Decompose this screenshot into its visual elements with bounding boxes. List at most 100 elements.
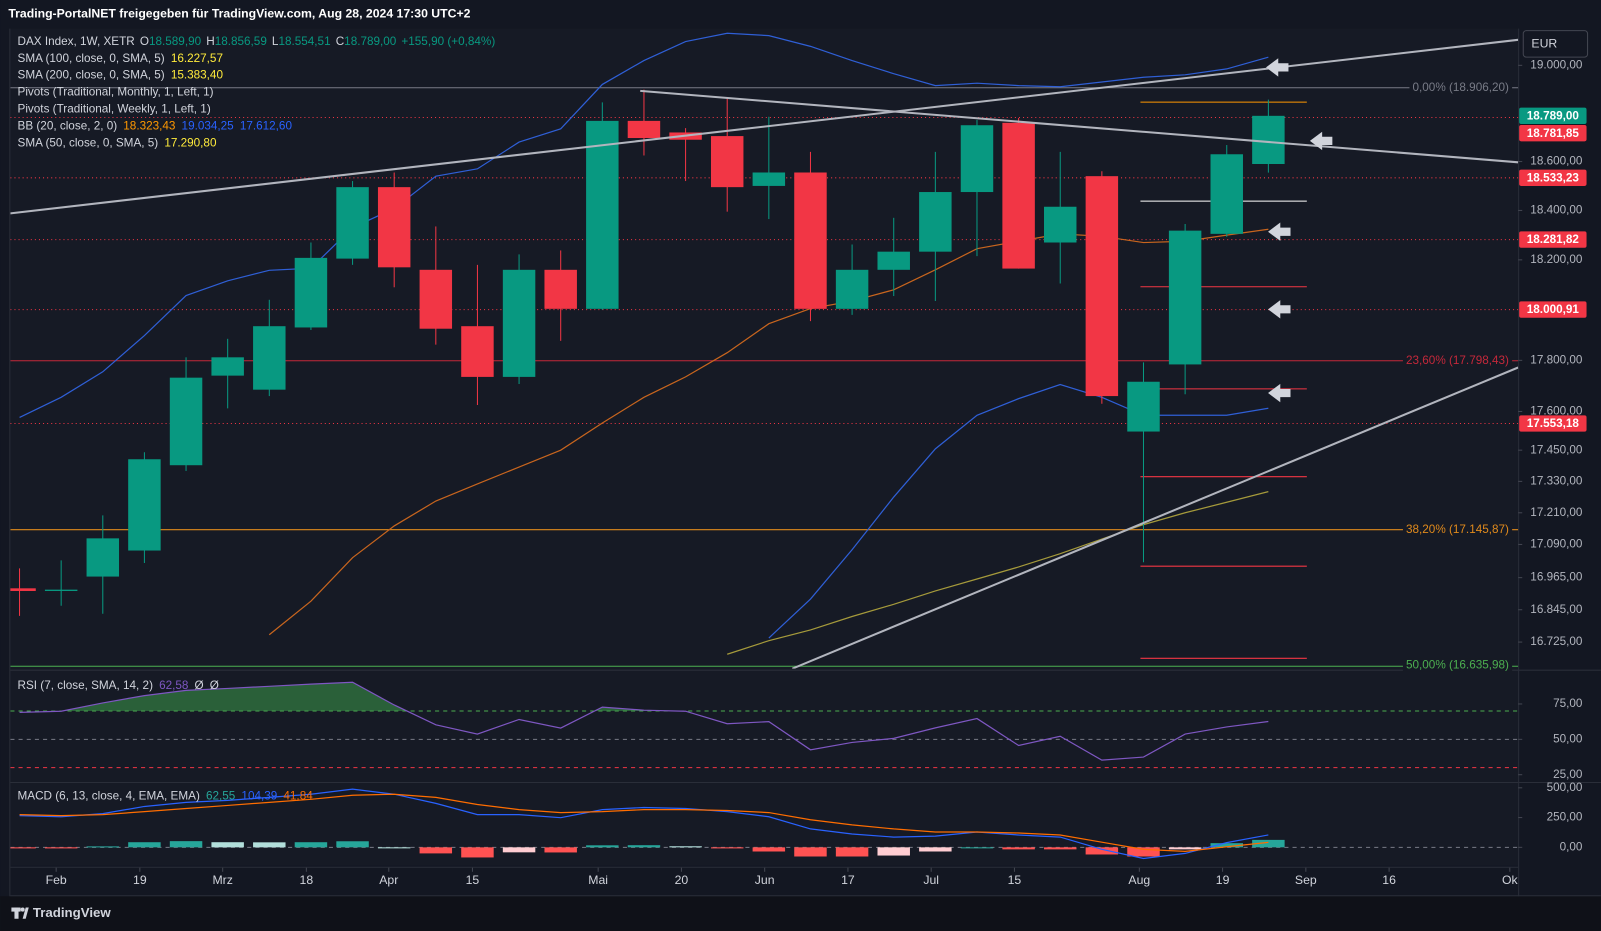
legend-row: RSI (7, close, SMA, 14, 2) 62,58 Ø Ø	[18, 679, 219, 692]
arrow	[1268, 222, 1291, 241]
legend-name: Pivots (Traditional, Weekly, 1, Left, 1)	[18, 103, 211, 116]
rsi-line	[19, 681, 1269, 761]
candle-body	[1252, 115, 1285, 165]
candle-body	[544, 269, 577, 309]
x-tick-label: Jun	[755, 873, 775, 887]
legend-value: 18.856,59	[215, 35, 267, 48]
macd-histogram	[1252, 839, 1285, 848]
legend: DAX Index, 1W, XETR O18.589,90 H18.856,59 L…	[18, 35, 496, 802]
y-tick-label: 17.210,00	[1530, 506, 1583, 519]
x-tick-label: Sep	[1295, 873, 1317, 887]
candle-body	[128, 459, 161, 551]
y-tick-label: 75,00	[1553, 697, 1583, 710]
x-tick-label: 19	[133, 873, 147, 887]
macd-histogram	[128, 842, 161, 848]
candle-body	[377, 187, 411, 268]
macd-histogram	[10, 847, 36, 849]
logo-icon	[20, 907, 25, 912]
fib-label-bg	[1402, 522, 1513, 536]
price-tag	[1519, 125, 1587, 142]
candle-body	[461, 326, 494, 377]
header-text: Trading-PortalNET freigegeben für Tradin…	[8, 7, 470, 21]
currency[interactable]: EUR	[1531, 37, 1557, 51]
price-tag-label: 18.789,00	[1527, 109, 1580, 122]
logo-text[interactable]: TradingView	[33, 905, 112, 920]
y-tick-label: 17.450,00	[1530, 443, 1583, 456]
macd-histogram	[1210, 843, 1243, 848]
x-tick-label: Jul	[923, 873, 939, 887]
price-tag	[1519, 415, 1587, 432]
macd-histogram	[419, 847, 453, 854]
legend-value: 18.589,90	[149, 35, 202, 48]
price-pane	[10, 32, 1519, 667]
candle-body	[169, 377, 203, 466]
candle-body	[752, 172, 786, 186]
macd-histogram	[669, 846, 702, 848]
legend-value: 18.554,51	[278, 35, 330, 48]
logo-icon	[22, 907, 29, 919]
candle-body	[710, 136, 744, 188]
candle-body	[253, 326, 286, 390]
fib-label: 50,00% (16.635,98)	[1406, 659, 1509, 672]
legend-key: L	[272, 35, 279, 48]
fib-label: 0,00% (18.906,20)	[1413, 81, 1510, 94]
candle-body	[1044, 206, 1077, 243]
candle-body	[419, 269, 453, 329]
y-tick-label: 16.725,00	[1530, 635, 1583, 648]
legend-row: SMA (50, close, 0, SMA, 5) 17.290,80	[18, 137, 217, 150]
y-tick-label: 19.000,00	[1530, 58, 1583, 71]
legend-row: SMA (200, close, 0, SMA, 5) 15.383,40	[18, 69, 224, 82]
price-tag-label: 18.000,91	[1527, 303, 1580, 316]
macd-histogram	[919, 847, 952, 852]
candle-body	[502, 269, 536, 377]
currency-frame[interactable]	[1522, 30, 1589, 58]
macd-histogram	[1085, 847, 1119, 855]
macd-histogram	[586, 845, 619, 848]
level-labels: 0,00% (18.906,20) 23,60% (17.798,43) 38,20…	[1402, 80, 1513, 672]
macd-histogram	[1168, 847, 1202, 850]
candle-body	[877, 251, 910, 270]
legend-value: 19.034,25	[182, 120, 235, 133]
trendline	[640, 89, 1519, 164]
macd-histogram	[877, 847, 910, 856]
legend-key: O	[140, 35, 149, 48]
y-tick-label: 17.330,00	[1530, 474, 1583, 487]
y-tick-label: 18.600,00	[1530, 155, 1583, 168]
logo[interactable]: TradingView	[11, 905, 111, 920]
candle-body	[1127, 381, 1160, 432]
candle-body	[86, 538, 120, 577]
legend-value: 15.383,40	[171, 69, 224, 82]
rsi-pane	[10, 681, 1519, 769]
macd-histogram	[627, 845, 661, 848]
legend-change: +155,90 (+0,84%)	[401, 35, 495, 48]
legend-key: H	[206, 35, 214, 48]
price-tag	[1519, 301, 1587, 318]
macd-histogram	[710, 847, 744, 849]
candle-body	[1002, 122, 1035, 269]
trendline	[791, 366, 1519, 669]
x-tick-label: 15	[466, 873, 480, 887]
macd-histogram	[1002, 847, 1035, 850]
fib-label-bg	[1402, 658, 1513, 672]
candle-body	[586, 120, 619, 309]
legend-name: MACD (6, 13, close, 4, EMA, EMA)	[18, 789, 200, 802]
y-tick-label: 18.400,00	[1530, 204, 1583, 217]
macd-histogram	[211, 842, 244, 848]
arrow	[1268, 383, 1291, 403]
y-tick-label: 500,00	[1547, 781, 1583, 794]
macd-histogram	[1127, 847, 1160, 857]
legend-value: 62,55	[206, 789, 236, 802]
legend-value: 104,39	[241, 789, 277, 802]
legend-row: Pivots (Traditional, Weekly, 1, Left, 1)	[18, 103, 211, 116]
x-tick-label: 17	[841, 873, 855, 887]
candle-body	[835, 269, 869, 309]
footer-bar	[0, 896, 1601, 931]
fib-label: 38,20% (17.145,87)	[1406, 523, 1509, 536]
currency-box[interactable]: EUR	[1522, 30, 1589, 58]
x-tick-label: 19	[1216, 873, 1230, 887]
arrow	[1268, 300, 1291, 319]
overlay-line	[19, 32, 1269, 418]
macd-histogram	[377, 847, 411, 849]
x-tick-label: Mrz	[212, 873, 232, 887]
y-tick-label: 17.090,00	[1530, 538, 1583, 551]
